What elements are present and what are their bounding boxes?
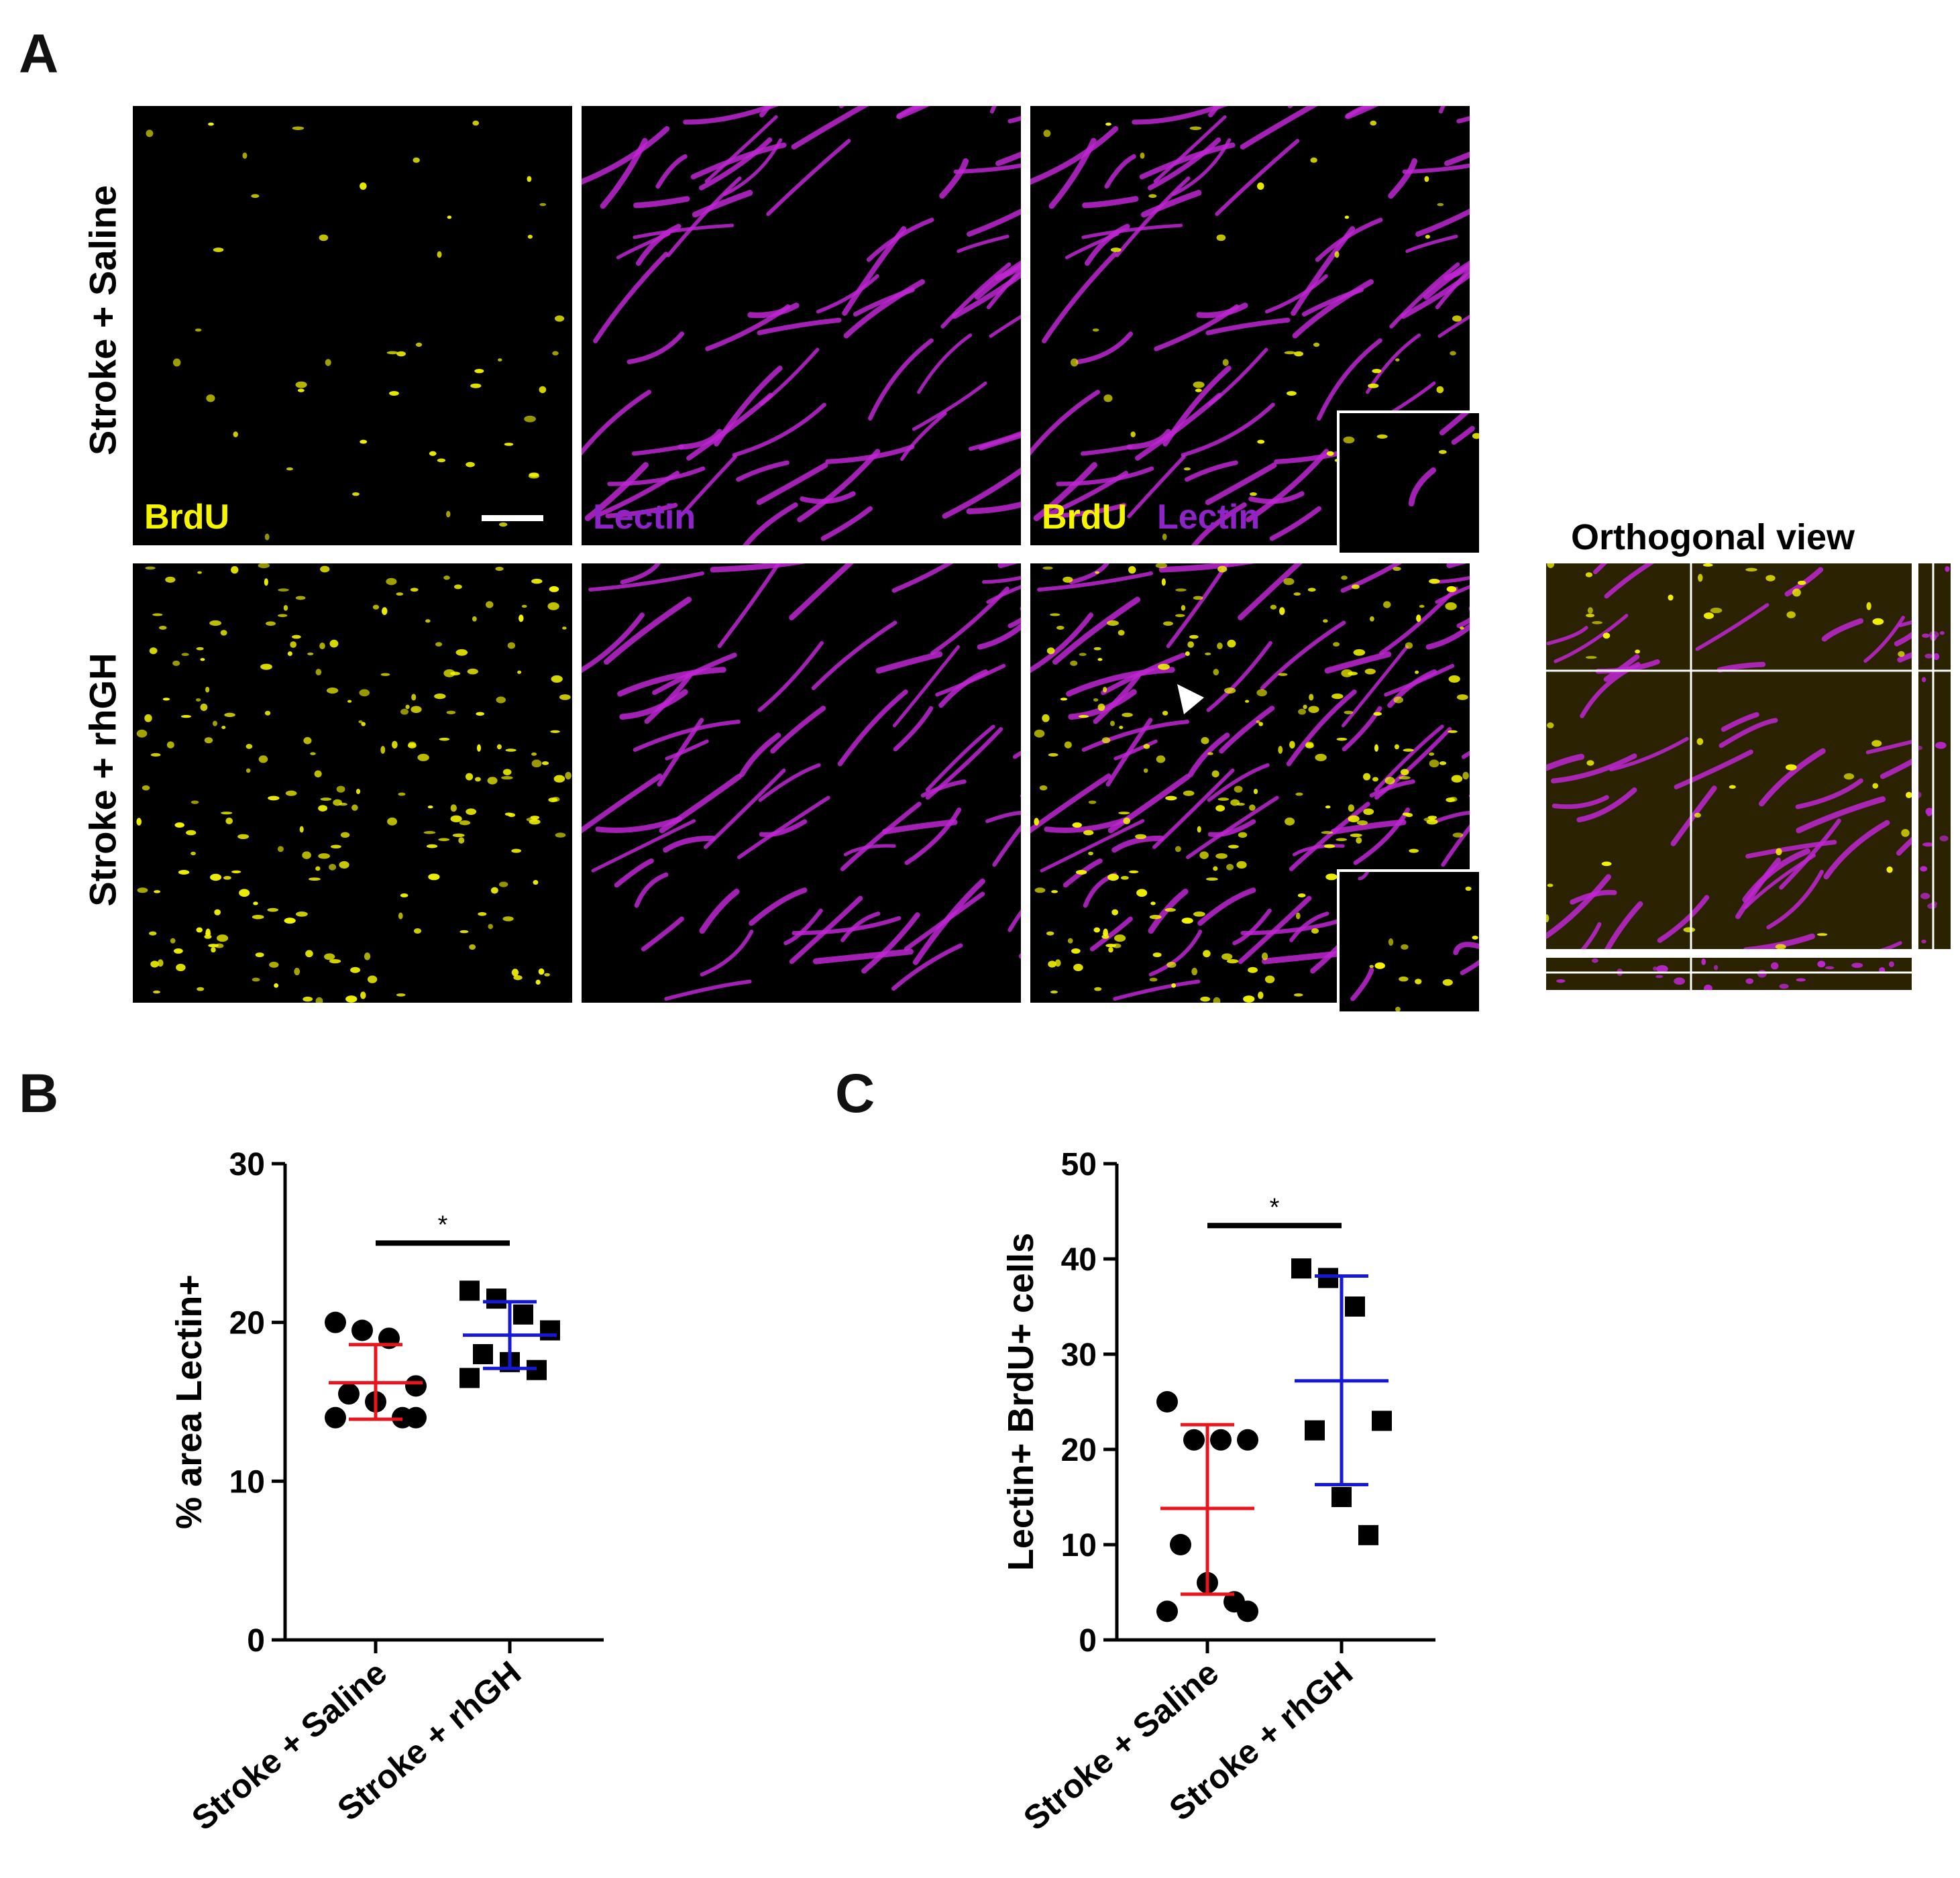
chart-b-point-rhgh bbox=[459, 1368, 480, 1388]
chart-c-point-saline bbox=[1237, 1429, 1258, 1451]
chart-b-ytick-label: 0 bbox=[247, 1623, 265, 1659]
label-brdu-merge: BrdU bbox=[1042, 498, 1128, 537]
label-lectin-merge: Lectin bbox=[1157, 498, 1260, 537]
panel-label-a: A bbox=[19, 23, 59, 85]
chart-b-ytick-label: 30 bbox=[229, 1147, 265, 1182]
chart-c-point-saline bbox=[1156, 1600, 1178, 1622]
chart-b-point-saline bbox=[405, 1375, 427, 1397]
chart-c-point-saline bbox=[1170, 1534, 1191, 1555]
chart-b-ytick-label: 20 bbox=[229, 1306, 265, 1341]
panel-label-b: B bbox=[19, 1063, 59, 1124]
chart-b-significance-label: * bbox=[438, 1211, 448, 1239]
chart-c-ylabel: Lectin+ BrdU+ cells bbox=[1001, 1233, 1041, 1571]
orthogonal-view-yz bbox=[1918, 563, 1951, 949]
brdu-signal bbox=[146, 120, 565, 541]
chart-c-point-rhgh bbox=[1358, 1525, 1378, 1545]
chart-b-point-rhgh bbox=[486, 1288, 506, 1309]
chart-b-ytick-label: 10 bbox=[229, 1464, 265, 1500]
chart-c-point-saline bbox=[1183, 1429, 1205, 1451]
chart-c-point-rhgh bbox=[1291, 1258, 1311, 1279]
micrograph-rhgh-brdu bbox=[133, 563, 572, 1003]
chart-b-point-saline bbox=[405, 1406, 427, 1429]
chart-b-point-saline bbox=[351, 1319, 373, 1341]
chart-c-ytick-label: 0 bbox=[1079, 1623, 1097, 1659]
chart-c-ytick-label: 30 bbox=[1061, 1337, 1097, 1373]
chart-b-point-saline bbox=[325, 1406, 346, 1429]
orthogonal-view-title: Orthogonal view bbox=[1571, 517, 1855, 557]
scale-bar bbox=[482, 515, 543, 521]
inset-rhgh-merge bbox=[1337, 869, 1482, 1014]
chart-c-point-rhgh bbox=[1372, 1411, 1392, 1431]
row-label-saline: Stroke + Saline bbox=[81, 184, 124, 456]
chart-c-point-rhgh bbox=[1318, 1268, 1338, 1288]
arrowhead-icon bbox=[1177, 684, 1204, 714]
chart-c-ytick-label: 50 bbox=[1061, 1147, 1097, 1182]
chart-c-ytick-label: 40 bbox=[1061, 1242, 1097, 1278]
chart-c-point-saline bbox=[1156, 1391, 1178, 1413]
panel-label-c: C bbox=[835, 1063, 875, 1124]
chart-c-ytick-label: 20 bbox=[1061, 1433, 1097, 1468]
chart-c-point-saline bbox=[1210, 1429, 1232, 1451]
micrograph-saline-lectin bbox=[582, 106, 1021, 545]
orthogonal-view-xy bbox=[1546, 563, 1912, 949]
chart-c-point-saline bbox=[1237, 1600, 1258, 1622]
orthogonal-view-xz bbox=[1546, 958, 1912, 990]
chart-b-point-rhgh bbox=[513, 1304, 533, 1325]
lectin-vessels bbox=[582, 106, 1021, 545]
chart-b-ylabel: % area Lectin+ bbox=[169, 1274, 209, 1529]
chart-b-point-rhgh bbox=[540, 1320, 560, 1341]
chart-b-point-rhgh bbox=[459, 1280, 480, 1301]
chart-c-ytick-label: 10 bbox=[1061, 1528, 1097, 1563]
row-label-rhgh: Stroke + rhGH bbox=[81, 653, 124, 907]
chart-b-point-saline bbox=[338, 1383, 360, 1405]
chart-c-point-rhgh bbox=[1345, 1296, 1365, 1317]
inset-saline-merge bbox=[1337, 410, 1482, 555]
lectin-vessels bbox=[582, 563, 1021, 1001]
label-lectin-saline: Lectin bbox=[593, 498, 696, 537]
brdu-signal bbox=[136, 563, 571, 1003]
label-brdu-saline: BrdU bbox=[144, 498, 230, 537]
chart-c-point-rhgh bbox=[1331, 1487, 1352, 1507]
chart-c-significance-label: * bbox=[1270, 1193, 1280, 1221]
chart-c-point-rhgh bbox=[1305, 1420, 1325, 1441]
micrograph-saline-brdu bbox=[133, 106, 572, 545]
chart-b-point-rhgh bbox=[473, 1344, 493, 1364]
micrograph-rhgh-lectin bbox=[582, 563, 1021, 1003]
chart-b-point-saline bbox=[325, 1311, 346, 1333]
